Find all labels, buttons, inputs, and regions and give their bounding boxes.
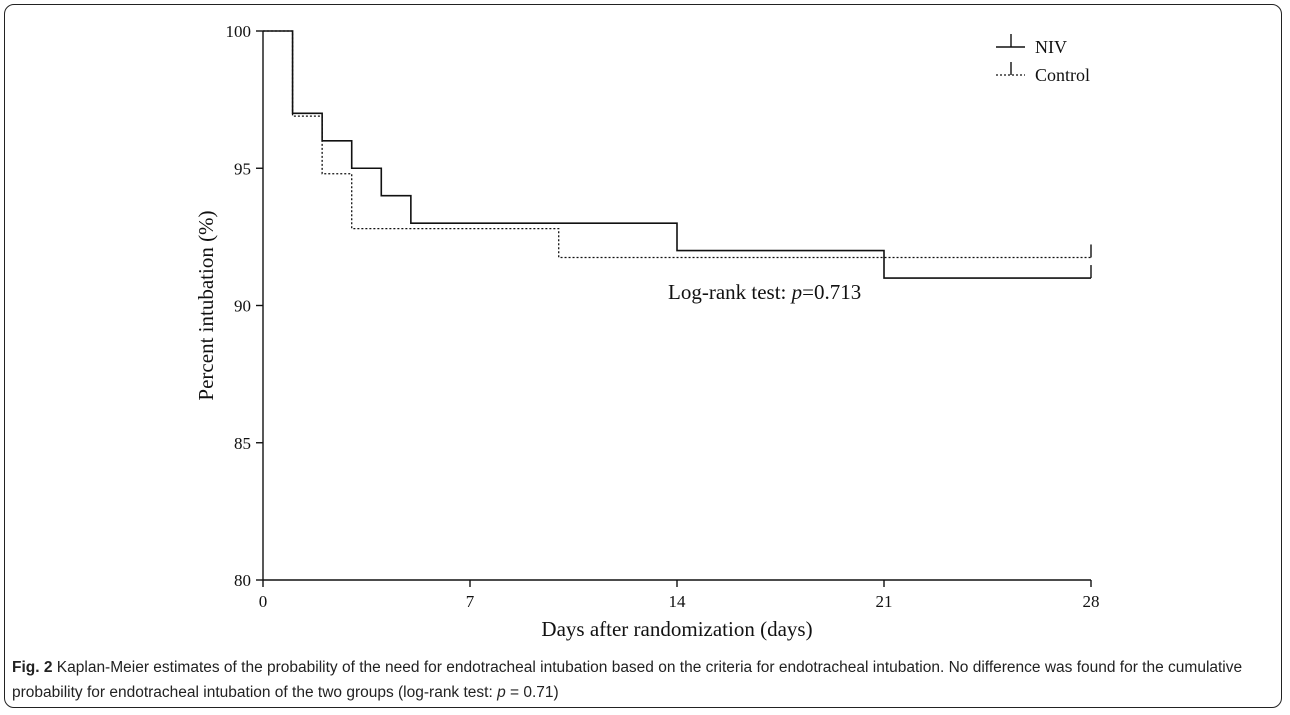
figure-frame xyxy=(4,4,1282,708)
axes: 80 85 90 95 100 0 7 14 21 28 xyxy=(226,22,1100,611)
series-niv-line xyxy=(263,30,1091,279)
caption-label: Fig. 2 xyxy=(12,659,53,676)
y-tick-label: 95 xyxy=(234,159,251,178)
y-axis-title: Percent intubation (%) xyxy=(194,210,218,400)
legend: NIV Control xyxy=(996,34,1090,85)
x-axis-title: Days after randomization (days) xyxy=(541,617,812,641)
y-tick-label: 80 xyxy=(234,571,251,590)
y-tick-label: 85 xyxy=(234,434,251,453)
log-rank-annotation: Log-rank test: p=0.713 xyxy=(668,280,861,304)
figure-caption: Fig. 2 Kaplan-Meier estimates of the pro… xyxy=(12,655,1274,705)
series-group xyxy=(263,30,1092,279)
y-tick-label: 90 xyxy=(234,297,251,316)
x-tick-label: 0 xyxy=(259,592,268,611)
annotation-suffix: =0.713 xyxy=(802,280,861,304)
series-control-line xyxy=(263,30,1091,259)
caption-p-value: = 0.71) xyxy=(505,684,559,701)
annotation-p-symbol: p xyxy=(790,280,803,304)
x-tick-label: 21 xyxy=(876,592,893,611)
caption-text: Kaplan-Meier estimates of the probabilit… xyxy=(12,659,1243,701)
legend-label-niv: NIV xyxy=(1035,37,1067,57)
caption-p-symbol: p xyxy=(497,684,506,701)
x-tick-label: 7 xyxy=(466,592,475,611)
km-chart: 80 85 90 95 100 0 7 14 21 28 NIV Control Days afte… xyxy=(194,22,1100,641)
legend-label-control: Control xyxy=(1035,65,1090,85)
x-tick-label: 28 xyxy=(1083,592,1100,611)
annotation-prefix: Log-rank test: xyxy=(668,280,792,304)
y-tick-label: 100 xyxy=(226,22,252,41)
x-tick-label: 14 xyxy=(669,592,687,611)
